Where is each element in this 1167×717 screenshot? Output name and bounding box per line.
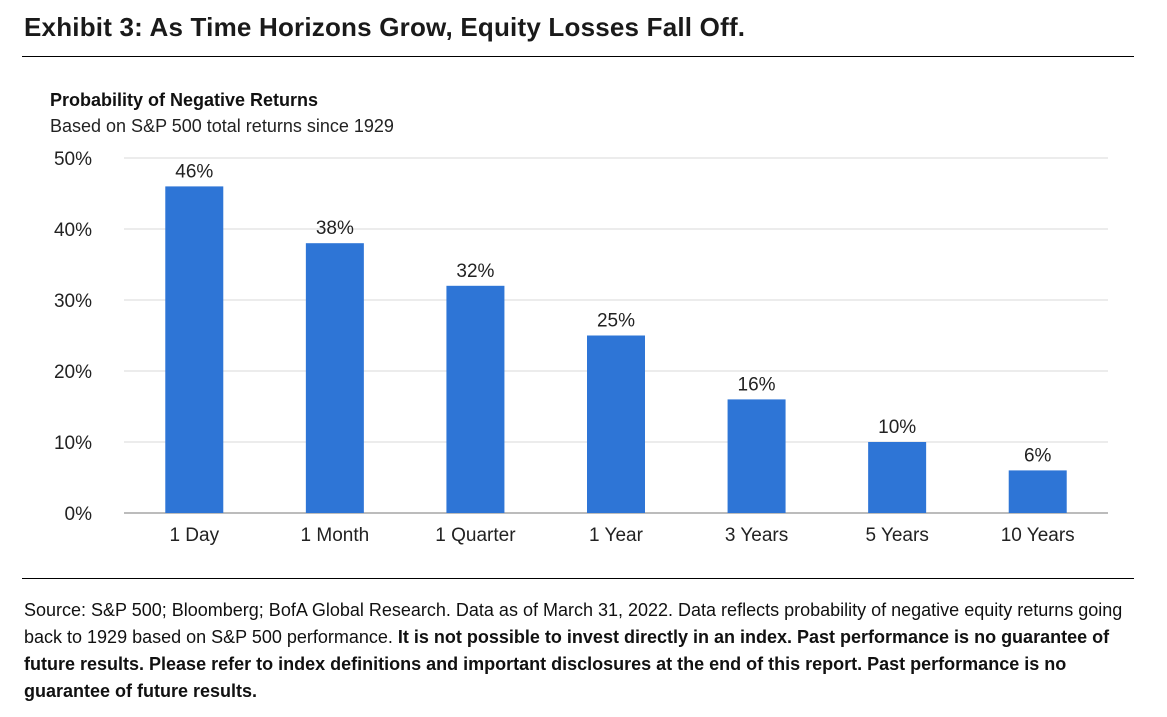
y-tick-label: 40% — [54, 220, 92, 241]
x-tick-label: 1 Year — [589, 525, 644, 546]
bar-chart: 0% 10% 20% 30% 40% 50% 46% 1 Day 38% 1 Month 32% 1 … — [54, 149, 1108, 546]
bar — [868, 442, 927, 513]
disclaimer-text: It is not possible to invest directly in… — [24, 627, 1110, 701]
y-tick-label: 10% — [54, 433, 92, 454]
chart-title: Probability of Negative Returns — [50, 90, 319, 110]
data-label: 10% — [878, 417, 916, 438]
x-tick-label: 1 Day — [169, 525, 219, 546]
bar — [727, 399, 786, 513]
y-tick-label: 0% — [65, 504, 93, 525]
bar — [165, 186, 224, 513]
x-tick-label: 1 Quarter — [435, 525, 516, 546]
source-text: Source: S&P 500; Bloomberg; BofA Global … — [24, 600, 1123, 647]
y-tick-label: 50% — [54, 149, 92, 170]
exhibit-title: Exhibit 3: As Time Horizons Grow, Equity… — [24, 12, 746, 42]
bar — [305, 243, 364, 513]
x-tick-label: 1 Month — [301, 525, 370, 546]
bottom-divider — [22, 578, 1134, 579]
bar — [587, 335, 645, 513]
bar — [446, 285, 505, 513]
data-label: 38% — [316, 218, 354, 239]
y-tick-label: 30% — [54, 291, 92, 312]
top-divider — [22, 56, 1134, 57]
data-label: 6% — [1024, 445, 1052, 466]
x-tick-label: 3 Years — [725, 525, 788, 546]
data-label: 25% — [597, 311, 635, 332]
chart-subtitle: Based on S&P 500 total returns since 192… — [50, 116, 394, 136]
y-tick-label: 20% — [54, 362, 92, 383]
x-tick-label: 5 Years — [865, 525, 928, 546]
data-label: 32% — [456, 261, 494, 282]
source-note: Source: S&P 500; Bloomberg; BofA Global … — [24, 597, 1134, 705]
bar — [1008, 470, 1067, 513]
data-label: 46% — [175, 161, 213, 182]
x-tick-label: 10 Years — [1001, 525, 1075, 546]
data-label: 16% — [738, 374, 776, 395]
